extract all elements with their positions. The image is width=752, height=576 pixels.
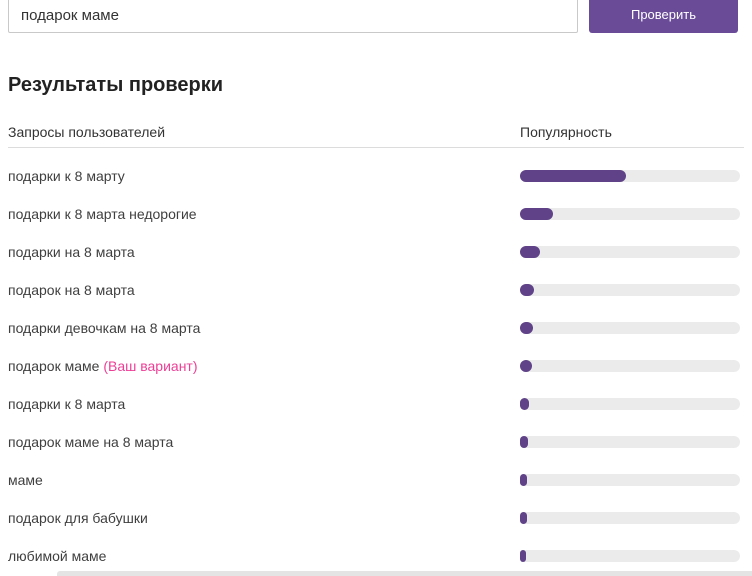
results-rows: подарки к 8 марту подарки к 8 марта недо… (8, 157, 752, 575)
results-title: Результаты проверки (8, 74, 224, 96)
table-row: подарок маме на 8 марта (8, 423, 752, 461)
query-cell: подарок маме на 8 марта (8, 434, 173, 450)
popularity-bar-track (520, 360, 740, 372)
popularity-bar-track (520, 208, 740, 220)
table-row: подарок маме (Ваш вариант) (8, 347, 752, 385)
query-text: маме (8, 472, 43, 488)
popularity-bar-fill (520, 284, 535, 296)
table-row: подарок для бабушки (8, 499, 752, 537)
query-text: подарки к 8 марта (8, 396, 126, 412)
query-text: подарки к 8 марту (8, 168, 125, 184)
query-cell: подарок маме (Ваш вариант) (8, 358, 198, 374)
popularity-bar-track (520, 474, 740, 486)
column-header-popularity: Популярность (520, 124, 612, 140)
query-cell: подарок для бабушки (8, 510, 148, 526)
query-variant-label: (Ваш вариант) (99, 358, 198, 374)
popularity-bar-fill (520, 322, 533, 334)
popularity-bar-fill (520, 170, 626, 182)
query-text: подарок маме на 8 марта (8, 434, 174, 450)
query-cell: подарок на 8 марта (8, 282, 135, 298)
table-row: маме (8, 461, 752, 499)
query-cell: маме (8, 472, 43, 488)
popularity-bar-fill (520, 550, 526, 562)
table-row: подарки к 8 марту (8, 157, 752, 195)
query-text: подарок на 8 марта (8, 282, 135, 298)
popularity-bar-fill (520, 398, 530, 410)
table-row: подарки на 8 марта (8, 233, 752, 271)
bottom-divider (57, 571, 752, 576)
popularity-bar-fill (520, 208, 553, 220)
query-text: подарок маме (8, 358, 100, 374)
table-row: подарки к 8 марта недорогие (8, 195, 752, 233)
popularity-bar-track (520, 436, 740, 448)
query-text: любимой маме (8, 548, 107, 564)
popularity-bar-track (520, 322, 740, 334)
popularity-bar-track (520, 170, 740, 182)
popularity-bar-track (520, 512, 740, 524)
query-cell: любимой маме (8, 548, 106, 564)
query-cell: подарки девочкам на 8 марта (8, 320, 200, 336)
query-cell: подарки на 8 марта (8, 244, 135, 260)
column-header-queries: Запросы пользователей (8, 124, 166, 140)
check-button[interactable]: Проверить (589, 0, 738, 33)
query-text: подарок для бабушки (8, 510, 148, 526)
query-text: подарки девочкам на 8 марта (8, 320, 201, 336)
popularity-bar-track (520, 398, 740, 410)
header-divider (8, 147, 744, 148)
popularity-bar-fill (520, 436, 529, 448)
query-cell: подарки к 8 марту (8, 168, 125, 184)
popularity-bar-track (520, 284, 740, 296)
table-row: любимой маме (8, 537, 752, 575)
query-cell: подарки к 8 марта (8, 396, 125, 412)
popularity-bar-fill (520, 474, 528, 486)
popularity-bar-track (520, 246, 740, 258)
table-row: подарок на 8 марта (8, 271, 752, 309)
table-row: подарки к 8 марта (8, 385, 752, 423)
popularity-bar-fill (520, 360, 533, 372)
table-row: подарки девочкам на 8 марта (8, 309, 752, 347)
popularity-bar-fill (520, 246, 540, 258)
query-cell: подарки к 8 марта недорогие (8, 206, 197, 222)
popularity-bar-fill (520, 512, 527, 524)
search-input[interactable] (8, 0, 578, 33)
popularity-bar-track (520, 550, 740, 562)
query-text: подарки на 8 марта (8, 244, 135, 260)
query-text: подарки к 8 марта недорогие (8, 206, 197, 222)
